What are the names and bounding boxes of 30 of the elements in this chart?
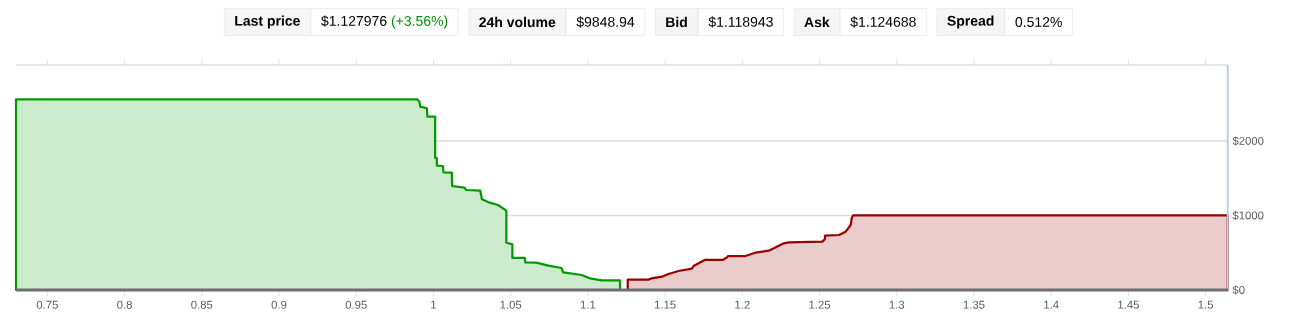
text: $1.118943 [708,16,773,28]
text: Ask [804,16,830,28]
x-tick-label: 0.9 [271,300,287,309]
x-tick-label: 0.8 [117,300,132,309]
x-tick-label: 1.4 [1044,300,1059,309]
y-tick-label: $2000 [1232,136,1264,146]
x-tick-label: 0.75 [36,300,58,309]
x-tick-label: 1.45 [1118,300,1139,309]
x-tick-label: 1.15 [654,300,676,309]
x-tick-label: 1.5 [1198,300,1214,309]
x-tick-label: 1.35 [963,300,985,309]
text: $1.124688 [850,16,916,28]
x-tick-label: 1.3 [889,300,905,309]
text: (+3.56%) [391,15,448,29]
text: Bid [666,16,687,28]
y-tick-label: $0 [1232,285,1245,295]
x-tick-label: 1.1 [580,300,596,309]
text: Spread [947,15,994,29]
y-tick-label: $1000 [1232,210,1264,221]
text: 0.512% [1015,17,1062,27]
x-tick-label: 1.25 [809,300,831,309]
x-tick-label: 1 [431,300,437,309]
x-tick-label: 1.05 [500,300,522,309]
x-tick-label: 0.95 [345,300,367,309]
text: $1.127976 [321,15,387,27]
x-tick-label: 0.85 [191,300,213,309]
x-tick-label: 1.2 [735,300,750,309]
text: 24h volume [479,16,556,28]
text: Last price [235,15,300,29]
text: $9848.94 [576,16,635,28]
